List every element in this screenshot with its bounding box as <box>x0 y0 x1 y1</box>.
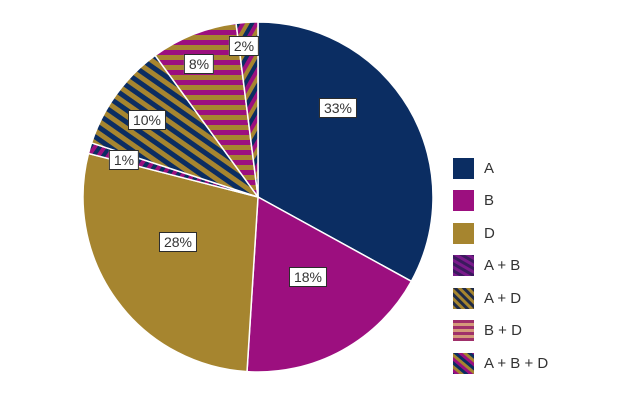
legend-label: A + B <box>484 257 521 275</box>
legend-label: B + D <box>484 322 522 340</box>
pie-slice-ad <box>90 54 260 199</box>
legend-item-ad: A + D <box>453 282 548 315</box>
slice-label-a: 33% <box>318 98 358 118</box>
legend-label: A <box>484 159 495 177</box>
slice-label-ab: 1% <box>108 150 140 170</box>
legend-label: B <box>484 192 495 210</box>
slice-label-abd: 2% <box>228 36 260 56</box>
legend-swatch-a <box>453 157 474 179</box>
legend-label: D <box>484 224 495 242</box>
legend-swatch-b <box>453 190 474 212</box>
legend-swatch-d <box>453 222 474 244</box>
legend-label: A + D <box>484 289 522 307</box>
slice-label-bd: 8% <box>183 54 215 74</box>
pie-slice-a <box>257 21 434 283</box>
legend-swatch-bd <box>453 320 474 342</box>
slice-label-b: 18% <box>288 267 328 287</box>
pie-slice-abd <box>235 21 259 198</box>
slice-label-d: 28% <box>158 232 198 252</box>
pie-slices <box>82 21 434 373</box>
slice-label-ad: 10% <box>127 110 167 130</box>
legend: A B D A + B A + D B + D A + B + D <box>453 152 548 380</box>
legend-item-ab: A + B <box>453 250 548 283</box>
legend-item-b: B <box>453 185 548 218</box>
legend-item-abd: A + B + D <box>453 347 548 380</box>
legend-item-d: D <box>453 217 548 250</box>
legend-swatch-abd <box>453 352 474 374</box>
legend-item-bd: B + D <box>453 315 548 348</box>
legend-swatch-ab <box>453 255 474 277</box>
pie-slice-d <box>82 152 259 373</box>
pie-slice-b <box>246 195 413 373</box>
legend-item-a: A <box>453 152 548 185</box>
legend-swatch-ad <box>453 287 474 309</box>
legend-label: A + B + D <box>484 354 549 372</box>
